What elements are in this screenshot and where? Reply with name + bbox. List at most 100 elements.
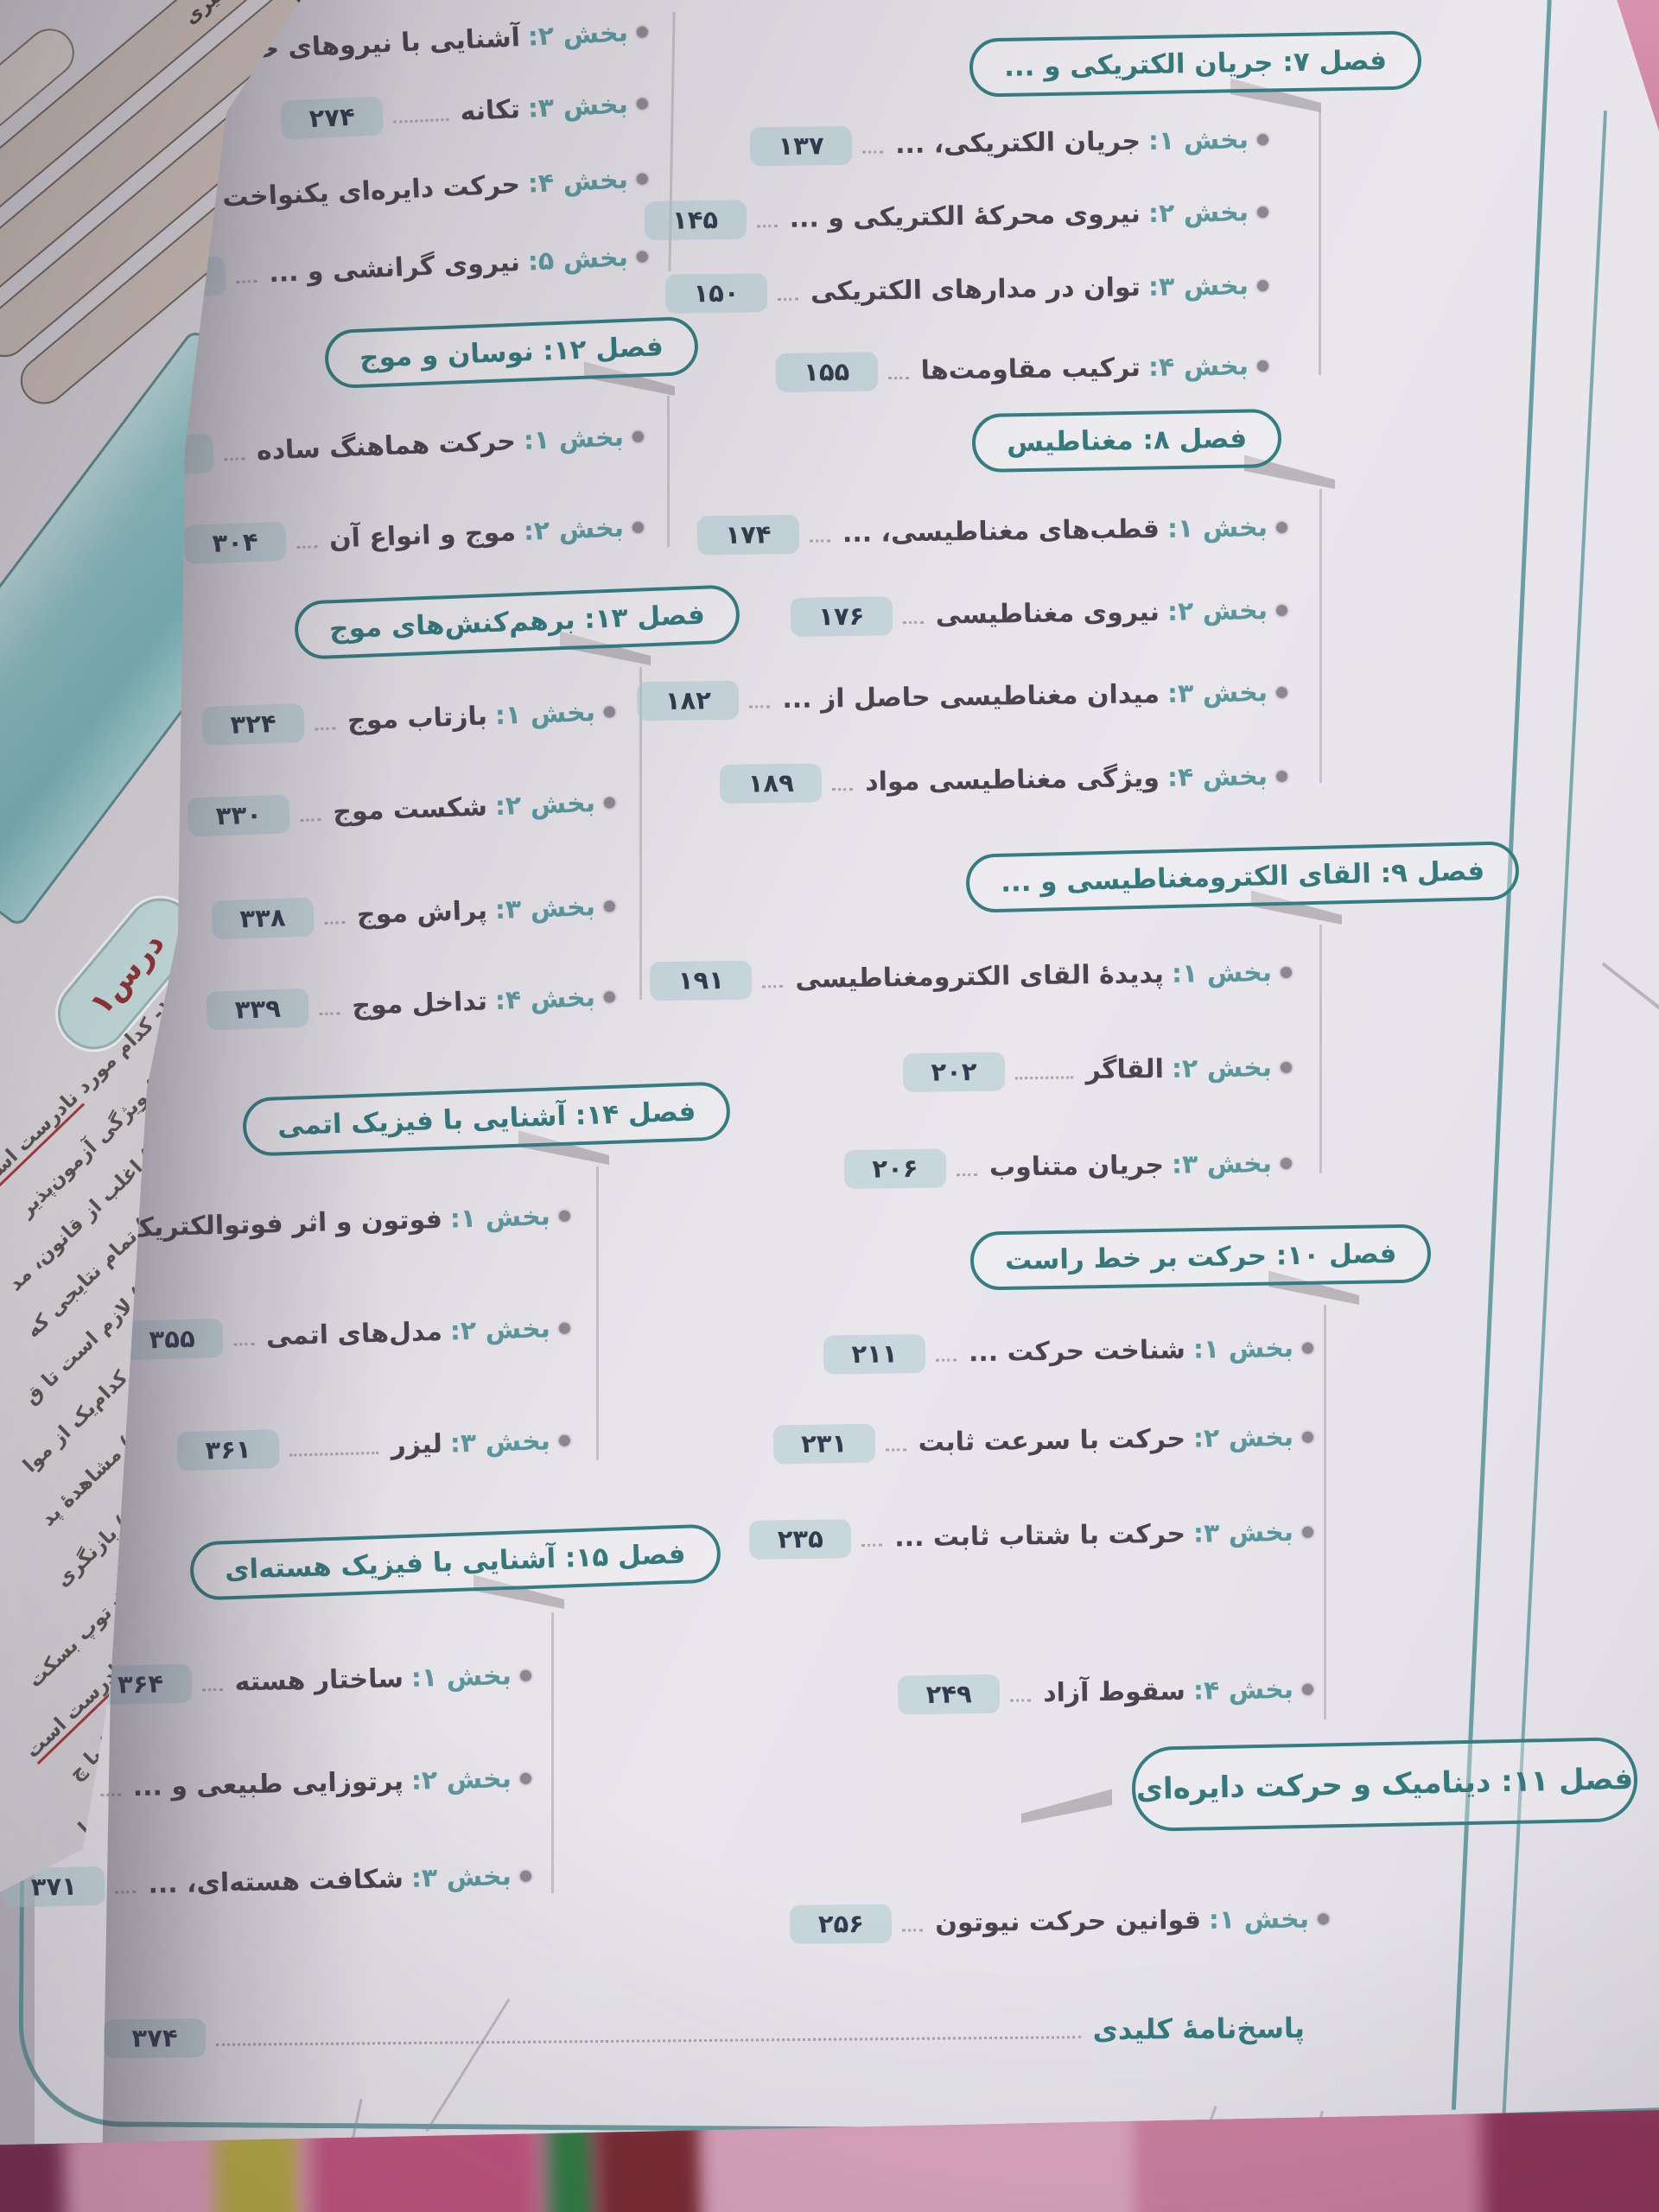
dotted-leader [809, 538, 831, 543]
dotted-leader [862, 149, 884, 154]
section-text: جریان الکتریکی، ... [894, 125, 1141, 160]
section-text: قوانین حرکت نیوتون [935, 1904, 1202, 1938]
section-label: بخش ۲: [523, 512, 625, 547]
section-label: بخش ۲: [449, 1313, 551, 1347]
background-blob [1135, 2109, 1492, 2212]
section-title: بخش ۲:القاگر [1085, 1052, 1272, 1085]
dotted-leader [749, 704, 771, 709]
toc-row: بخش ۳:حرکت با شتاب ثابت ... ۲۳۵ [748, 1507, 1314, 1563]
dotted-leader [861, 1543, 883, 1547]
bullet-icon [519, 1870, 532, 1882]
bullet-icon [632, 430, 645, 442]
section-text: ترکیب مقاومت‌ها [920, 352, 1141, 386]
dotted-leader [936, 1357, 957, 1362]
section-title: بخش ۱:قوانین حرکت نیوتون [935, 1904, 1309, 1938]
section-label: بخش ۲: [1192, 1421, 1294, 1454]
page-number-pill: ۲۳۱ [772, 1423, 875, 1464]
dotted-leader [1015, 1075, 1074, 1079]
section-title: بخش ۱:جریان الکتریکی، ... [895, 124, 1249, 160]
toc-row: بخش ۳:توان در مدارهای الکتریکی ۱۵۰ [664, 260, 1269, 315]
bullet-icon [1275, 521, 1288, 533]
section-label: بخش ۱: [1166, 512, 1268, 544]
bullet-icon [519, 1772, 532, 1784]
section-text: ویژگی مغناطیسی مواد [864, 762, 1160, 798]
section-label: بخش ۲: [1171, 1052, 1273, 1084]
page-number-pill: ۱۷۶ [790, 595, 893, 637]
toc-row: بخش ۲:نیروی محرکهٔ الکتریکی و ... ۱۴۵ [644, 187, 1269, 242]
bullet-icon [1256, 359, 1269, 372]
section-title: بخش ۱:پدیدهٔ القای الکترومغناطیسی [795, 957, 1272, 995]
dotted-leader [832, 787, 854, 791]
toc-row: بخش ۲:نیروی مغناطیسی ۱۷۶ [790, 585, 1288, 640]
page-number-pill: ۱۷۴ [696, 514, 800, 555]
page-number-pill: ۲۴۹ [897, 1674, 1001, 1714]
section-text: میدان مغناطیسی حاصل از ... [782, 678, 1160, 715]
dotted-leader [885, 1447, 906, 1452]
page-number-pill: ۱۵۰ [664, 272, 768, 314]
section-label: بخش ۲: [410, 1763, 512, 1796]
section-title: بخش ۴:ویژگی مغناطیسی مواد [865, 761, 1268, 798]
section-title: بخش ۱:شناخت حرکت ... [969, 1333, 1294, 1368]
bullet-icon [603, 899, 616, 912]
toc-row: بخش ۴:سقوط آزاد ۲۴۹ [897, 1664, 1314, 1720]
section-label: بخش ۱: [449, 1200, 551, 1235]
page-number-pill: ۱۴۵ [644, 200, 747, 240]
section-text: سقوط آزاد [1042, 1675, 1186, 1708]
toc-row: بخش ۴:ترکیب مقاومت‌ها ۱۵۵ [775, 340, 1269, 396]
section-title: بخش ۱:قطب‌های مغناطیسی، ... [842, 512, 1268, 549]
section-text: شناخت حرکت ... [968, 1334, 1186, 1368]
section-text: پدیدهٔ القای الکترومغناطیسی [795, 958, 1165, 995]
chapter-title: فصل ۸: مغناطیس [1006, 423, 1248, 459]
section-label: بخش ۴: [527, 163, 629, 200]
chapter-box-8: فصل ۸: مغناطیس [971, 408, 1282, 474]
toc-row: بخش ۲:القاگر ۲۰۲ [902, 1042, 1293, 1097]
dotted-leader [756, 224, 778, 227]
bullet-icon [632, 521, 645, 533]
page-number-pill: ۱۸۲ [637, 680, 740, 721]
bullet-icon [1301, 1526, 1314, 1538]
section-title: بخش ۲:نیروی مغناطیسی [936, 595, 1268, 630]
section-label: بخش ۱: [1147, 124, 1249, 156]
section-label: بخش ۲: [527, 16, 629, 53]
section-label: بخش ۱: [523, 422, 625, 456]
chapter-box-11: فصل ۱۱: دینامیک و حرکت دایره‌ای [1131, 1736, 1638, 1833]
bullet-icon [636, 250, 649, 263]
bullet-icon [1280, 1157, 1293, 1169]
section-label: بخش ۳: [410, 1860, 512, 1894]
bullet-icon [1256, 206, 1269, 218]
dotted-leader [762, 984, 784, 988]
section-label: بخش ۱: [1171, 957, 1273, 989]
section-label: بخش ۱: [410, 1660, 512, 1694]
chapter-box-10: فصل ۱۰: حرکت بر خط راست [969, 1224, 1432, 1291]
bullet-icon [558, 1322, 571, 1334]
chapter-title: فصل ۹: القای الکترومغناطیسی و ... [1000, 855, 1485, 899]
section-label: بخش ۳: [494, 891, 596, 925]
bullet-icon [1256, 279, 1269, 291]
toc-row: بخش ۳:جریان متناوب ۲۰۶ [843, 1138, 1293, 1193]
bullet-icon [558, 1434, 571, 1446]
dotted-leader [902, 1928, 924, 1932]
dotted-leader [887, 376, 909, 379]
section-title: بخش ۳:تکانه [460, 89, 629, 127]
section-label: بخش ۳: [1147, 270, 1249, 302]
answer-key-label: پاسخ‌نامهٔ کلیدی [1092, 2011, 1306, 2047]
section-label: بخش ۴: [1192, 1674, 1294, 1707]
section-label: بخش ۱: [1192, 1332, 1294, 1365]
page-number-pill: ۲۰۶ [843, 1147, 947, 1189]
section-text: حرکت با سرعت ثابت [918, 1423, 1186, 1458]
section-label: بخش ۳: [1166, 677, 1268, 709]
section-title: بخش ۳:توان در مدارهای الکتریکی [810, 270, 1249, 307]
toc-row: بخش ۱:پدیدهٔ القای الکترومغناطیسی ۱۹۱ [650, 947, 1293, 1002]
bullet-icon [1317, 1912, 1330, 1925]
section-label: بخش ۳: [1171, 1147, 1273, 1180]
bullet-icon [636, 97, 649, 110]
dotted-leader [902, 620, 924, 624]
chapter-bracket [1319, 489, 1322, 783]
chapter-bracket [667, 396, 670, 547]
bullet-icon [1301, 1683, 1314, 1695]
section-label: بخش ۴: [1166, 760, 1268, 793]
section-title: بخش ۲:حرکت با سرعت ثابت [918, 1422, 1294, 1458]
toc-row: بخش ۲:حرکت با سرعت ثابت ۲۳۱ [772, 1412, 1314, 1468]
section-label: بخش ۵: [527, 241, 629, 277]
